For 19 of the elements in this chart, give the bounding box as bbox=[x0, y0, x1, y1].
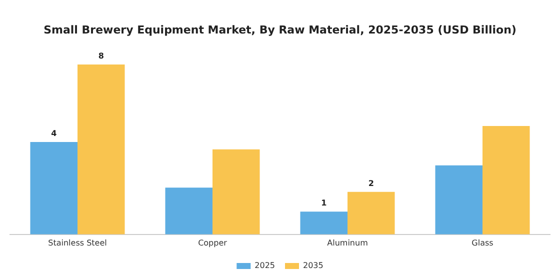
x-tick-label: Copper bbox=[198, 238, 228, 248]
x-tick-label: Aluminum bbox=[327, 238, 368, 248]
chart-title: Small Brewery Equipment Market, By Raw Material, 2025-2035 (USD Billion) bbox=[44, 23, 516, 36]
data-label: 8 bbox=[98, 52, 104, 61]
bar bbox=[435, 165, 482, 234]
bar bbox=[348, 192, 395, 234]
bar bbox=[78, 64, 125, 234]
data-label: 4 bbox=[51, 129, 58, 138]
bar bbox=[482, 126, 530, 234]
x-tick-label: Glass bbox=[472, 238, 494, 248]
bar bbox=[165, 188, 212, 234]
x-tick-label: Stainless Steel bbox=[48, 238, 107, 248]
data-label: 2 bbox=[368, 178, 374, 188]
data-label: 1 bbox=[321, 198, 328, 208]
bar bbox=[212, 149, 260, 234]
bar bbox=[300, 212, 348, 234]
bar bbox=[30, 142, 78, 234]
legend-label: 2025 bbox=[254, 261, 275, 270]
legend-label: 2035 bbox=[303, 261, 324, 270]
